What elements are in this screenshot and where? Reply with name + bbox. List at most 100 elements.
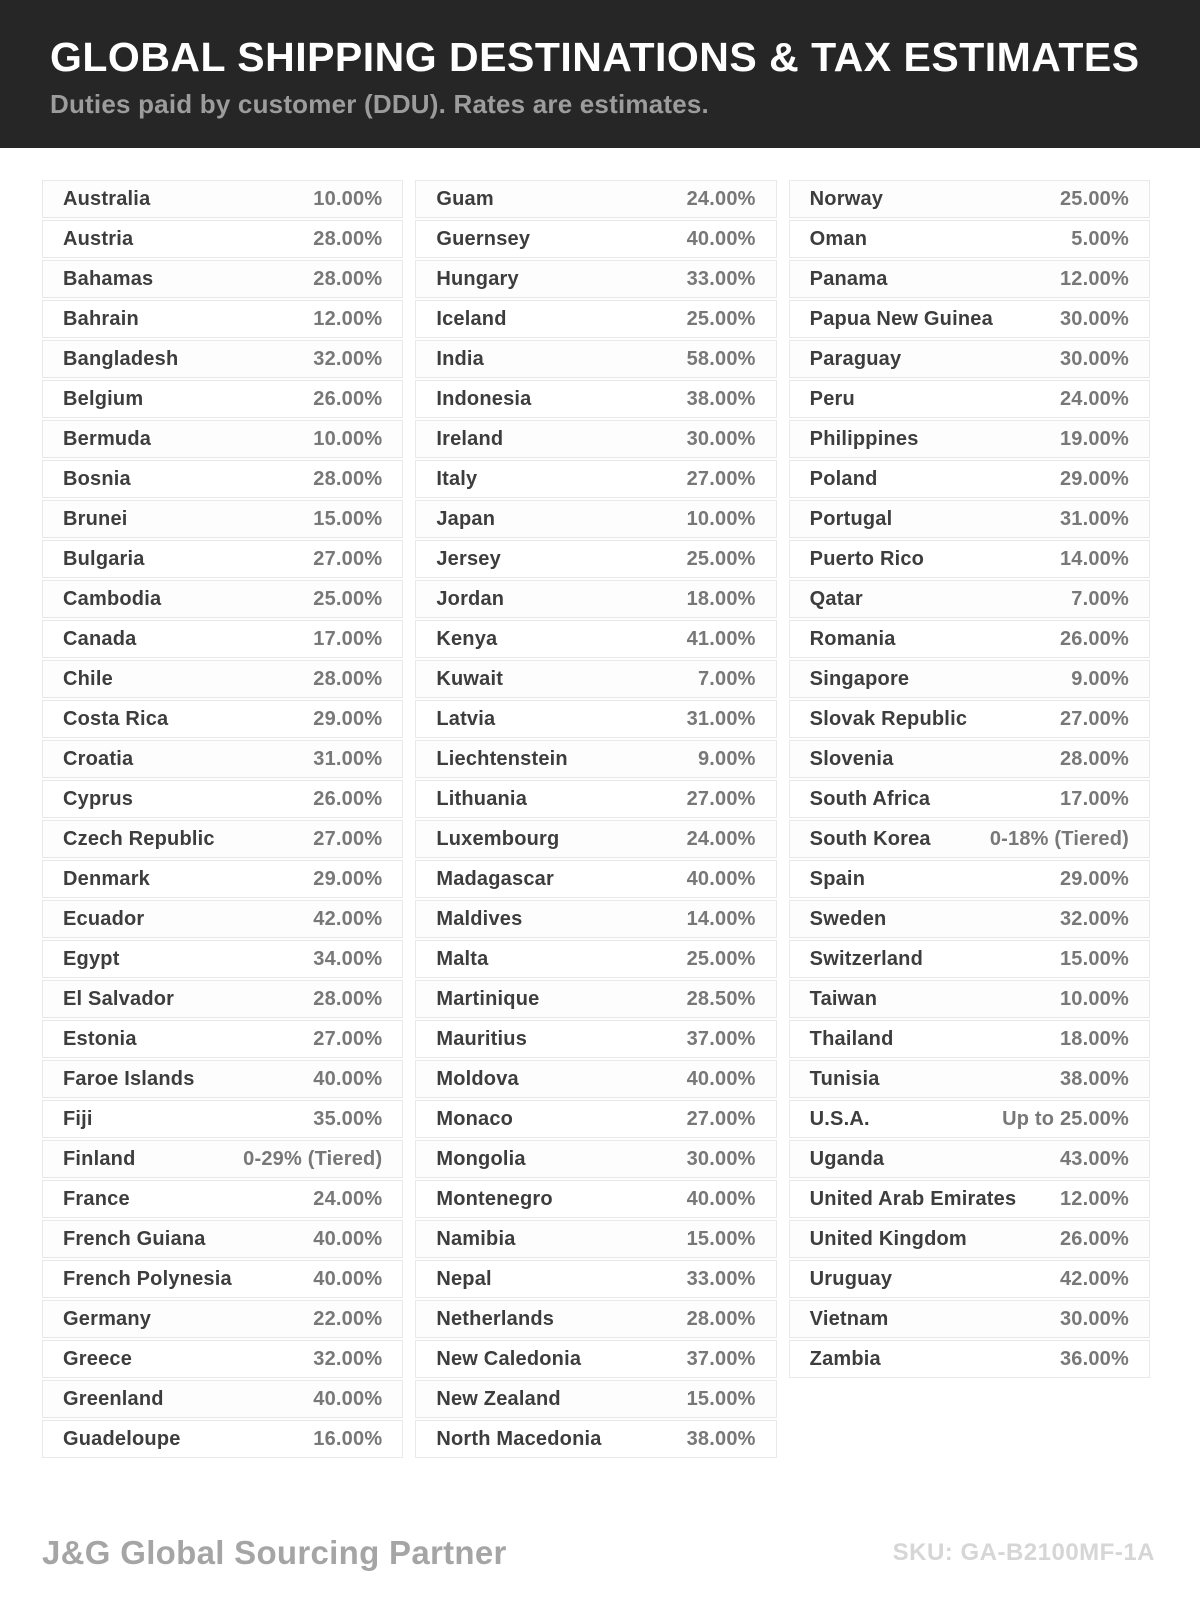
country-label: United Arab Emirates bbox=[809, 1187, 1017, 1210]
table-row: Guam 24.00% bbox=[415, 180, 777, 218]
table-row: Maldives 14.00% bbox=[415, 900, 777, 938]
table-row: Brunei 15.00% bbox=[42, 500, 404, 538]
rate-value: 32.00% bbox=[313, 347, 383, 370]
rate-value: 7.00% bbox=[1071, 587, 1129, 610]
country-label: U.S.A. bbox=[809, 1107, 870, 1130]
table-row: U.S.A. Up to 25.00% bbox=[788, 1100, 1150, 1138]
country-label: Canada bbox=[63, 627, 137, 650]
country-label: Thailand bbox=[809, 1027, 894, 1050]
table-row: Vietnam 30.00% bbox=[788, 1300, 1150, 1338]
country-label: El Salvador bbox=[63, 987, 175, 1010]
country-label: Zambia bbox=[809, 1347, 881, 1370]
table-row: Australia 10.00% bbox=[42, 180, 404, 218]
country-label: French Polynesia bbox=[63, 1267, 232, 1290]
table-row: Germany 22.00% bbox=[42, 1300, 404, 1338]
rate-value: 30.00% bbox=[1059, 347, 1129, 370]
country-label: Faroe Islands bbox=[63, 1067, 195, 1090]
table-row: Monaco 27.00% bbox=[415, 1100, 777, 1138]
table-row: Denmark 29.00% bbox=[42, 860, 404, 898]
country-label: Brunei bbox=[63, 507, 128, 530]
country-label: Czech Republic bbox=[63, 827, 215, 850]
country-label: New Caledonia bbox=[436, 1347, 582, 1370]
table-row: North Macedonia 38.00% bbox=[415, 1420, 777, 1458]
country-label: Netherlands bbox=[436, 1307, 555, 1330]
table-row: El Salvador 28.00% bbox=[42, 980, 404, 1018]
table-row: Panama 12.00% bbox=[788, 260, 1150, 298]
rate-value: 29.00% bbox=[313, 867, 383, 890]
country-label: Cyprus bbox=[63, 787, 134, 810]
country-label: North Macedonia bbox=[436, 1427, 602, 1450]
table-row: Latvia 31.00% bbox=[415, 700, 777, 738]
rate-value: 30.00% bbox=[1059, 307, 1129, 330]
rate-value: 31.00% bbox=[313, 747, 383, 770]
rate-value: 15.00% bbox=[313, 507, 383, 530]
country-label: Denmark bbox=[63, 867, 150, 890]
rate-value: 15.00% bbox=[686, 1387, 756, 1410]
rate-value: 30.00% bbox=[1059, 1307, 1129, 1330]
country-label: French Guiana bbox=[63, 1227, 206, 1250]
country-label: Spain bbox=[809, 867, 866, 890]
table-row: Chile 28.00% bbox=[42, 660, 404, 698]
rate-value: 26.00% bbox=[313, 787, 383, 810]
country-label: Cambodia bbox=[63, 587, 162, 610]
country-label: Papua New Guinea bbox=[809, 307, 993, 330]
table-row: Slovenia 28.00% bbox=[788, 740, 1150, 778]
table-row: Kuwait 7.00% bbox=[415, 660, 777, 698]
country-label: Kuwait bbox=[436, 667, 504, 690]
rate-value: 40.00% bbox=[686, 1067, 756, 1090]
rate-value: 25.00% bbox=[1059, 187, 1129, 210]
country-label: India bbox=[436, 347, 484, 370]
country-label: Mongolia bbox=[436, 1147, 526, 1170]
country-label: Liechtenstein bbox=[436, 747, 568, 770]
table-row: Bermuda 10.00% bbox=[42, 420, 404, 458]
brand-name: J&G Global Sourcing Partner bbox=[42, 1534, 507, 1571]
rate-value: 7.00% bbox=[697, 667, 756, 690]
rate-value: 17.00% bbox=[1059, 787, 1129, 810]
country-label: Puerto Rico bbox=[809, 547, 925, 570]
table-row: Slovak Republic 27.00% bbox=[788, 700, 1150, 738]
rate-value: 15.00% bbox=[1059, 947, 1129, 970]
country-label: Namibia bbox=[436, 1227, 516, 1250]
country-label: Jordan bbox=[436, 587, 505, 610]
table-row: Qatar 7.00% bbox=[788, 580, 1150, 618]
table-row: Costa Rica 29.00% bbox=[42, 700, 404, 738]
table-row: Cambodia 25.00% bbox=[42, 580, 404, 618]
country-label: South Korea bbox=[809, 827, 931, 850]
country-label: Austria bbox=[63, 227, 134, 250]
country-label: Bahrain bbox=[63, 307, 139, 330]
table-row: Austria 28.00% bbox=[42, 220, 404, 258]
rate-value: 37.00% bbox=[686, 1347, 756, 1370]
rate-value: 29.00% bbox=[1059, 867, 1129, 890]
country-label: Singapore bbox=[809, 667, 910, 690]
sku-label: SKU: GA-B2100MF-1A bbox=[892, 1539, 1155, 1566]
rate-value: 25.00% bbox=[686, 947, 756, 970]
country-label: Moldova bbox=[436, 1067, 519, 1090]
table-row: Mongolia 30.00% bbox=[415, 1140, 777, 1178]
rate-value: 37.00% bbox=[686, 1027, 756, 1050]
table-row: South Korea 0-18% (Tiered) bbox=[788, 820, 1150, 858]
country-label: Latvia bbox=[436, 707, 496, 730]
country-label: Martinique bbox=[436, 987, 540, 1010]
rate-value: 40.00% bbox=[313, 1227, 383, 1250]
rate-value: 24.00% bbox=[686, 187, 756, 210]
table-row: Portugal 31.00% bbox=[788, 500, 1150, 538]
rate-value: Up to 25.00% bbox=[1002, 1107, 1129, 1130]
rate-value: 43.00% bbox=[1059, 1147, 1129, 1170]
country-label: Guernsey bbox=[436, 227, 531, 250]
rate-value: 24.00% bbox=[1059, 387, 1129, 410]
country-label: Greenland bbox=[63, 1387, 164, 1410]
rate-value: 25.00% bbox=[686, 307, 756, 330]
country-label: Japan bbox=[436, 507, 496, 530]
rate-value: 34.00% bbox=[313, 947, 383, 970]
country-label: Germany bbox=[63, 1307, 152, 1330]
country-label: Ireland bbox=[436, 427, 504, 450]
country-label: Guadeloupe bbox=[63, 1427, 181, 1450]
rate-value: 24.00% bbox=[313, 1187, 383, 1210]
country-label: Ecuador bbox=[63, 907, 145, 930]
table-row: Martinique 28.50% bbox=[415, 980, 777, 1018]
rate-value: 40.00% bbox=[313, 1267, 383, 1290]
country-label: Costa Rica bbox=[63, 707, 169, 730]
rate-value: 14.00% bbox=[686, 907, 756, 930]
rate-value: 19.00% bbox=[1059, 427, 1129, 450]
country-label: South Africa bbox=[809, 787, 931, 810]
